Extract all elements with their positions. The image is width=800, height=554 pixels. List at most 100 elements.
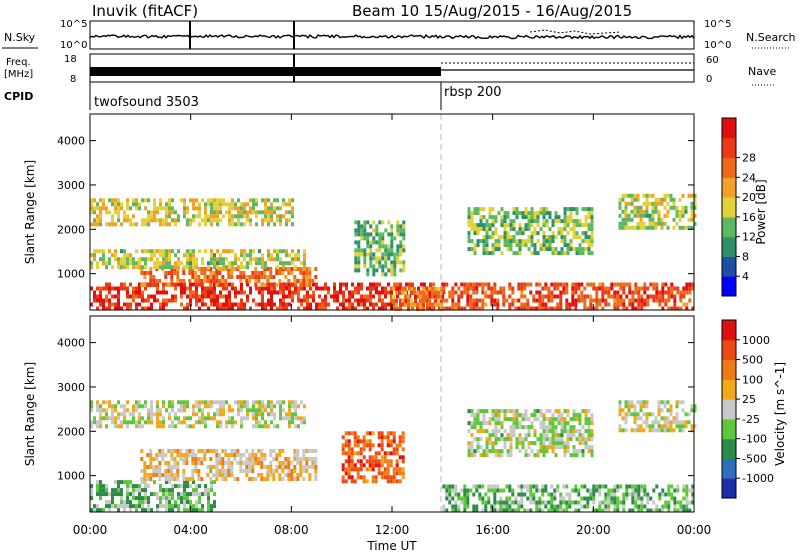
echo-cell: [204, 416, 207, 421]
echo-cell: [240, 424, 243, 429]
echo-cell: [566, 433, 570, 438]
echo-cell: [681, 225, 685, 230]
echo-cell: [159, 504, 162, 509]
echo-cell: [213, 298, 216, 303]
echo-cell: [545, 449, 549, 454]
echo-cell: [132, 290, 135, 295]
echo-cell: [189, 222, 192, 227]
echo-cell: [245, 465, 249, 469]
echo-cell: [529, 496, 533, 501]
echo-cell: [195, 500, 198, 505]
echo-cell: [547, 294, 551, 299]
echo-cell: [485, 243, 489, 248]
echo-cell: [291, 257, 294, 262]
echo-cell: [138, 282, 141, 287]
echo-cell: [126, 408, 129, 413]
echo-cell: [210, 504, 213, 509]
echo-cell: [279, 218, 282, 223]
echo-cell: [192, 249, 195, 254]
echo-cell: [590, 239, 594, 244]
echo-cell: [204, 420, 207, 425]
echo-cell: [550, 298, 554, 303]
echo-cell: [297, 404, 300, 409]
echo-cell: [96, 218, 99, 223]
echo-cell: [363, 260, 367, 265]
echo-cell: [663, 404, 667, 409]
echo-cell: [584, 247, 588, 252]
echo-cell: [206, 279, 210, 283]
echo-cell: [681, 209, 685, 214]
colorbar-tick-label: 20: [742, 191, 756, 204]
echo-cell: [691, 484, 695, 489]
echo-cell: [108, 492, 111, 497]
echo-cell: [523, 286, 527, 291]
echo-cell: [369, 264, 373, 269]
echo-cell: [553, 488, 557, 493]
echo-cell: [90, 488, 93, 493]
echo-cell: [679, 504, 683, 509]
echo-cell: [460, 294, 464, 299]
echo-cell: [520, 286, 524, 291]
echo-cell: [681, 408, 685, 413]
echo-cell: [524, 409, 528, 414]
echo-cell: [197, 275, 201, 279]
echo-cell: [246, 400, 249, 405]
echo-cell: [216, 206, 219, 211]
echo-cell: [589, 492, 593, 497]
echo-cell: [183, 206, 186, 211]
echo-cell: [353, 435, 357, 440]
echo-cell: [171, 218, 174, 223]
echo-cell: [679, 298, 683, 303]
echo-cell: [580, 282, 584, 287]
echo-cell: [530, 413, 534, 418]
echo-cell: [143, 283, 147, 287]
echo-cell: [176, 275, 180, 279]
echo-cell: [463, 484, 467, 489]
echo-cell: [639, 205, 643, 210]
echo-cell: [327, 302, 330, 307]
echo-cell: [162, 496, 165, 501]
echo-cell: [105, 306, 108, 311]
echo-cell: [252, 400, 255, 405]
echo-cell: [590, 413, 594, 418]
echo-cell: [679, 306, 683, 311]
echo-cell: [553, 496, 557, 501]
echo-cell: [138, 492, 141, 497]
echo-cell: [200, 271, 204, 275]
echo-cell: [198, 416, 201, 421]
echo-cell: [261, 302, 264, 307]
echo-cell: [231, 408, 234, 413]
echo-cell: [366, 220, 370, 225]
echo-cell: [170, 275, 174, 279]
echo-cell: [120, 412, 123, 417]
echo-cell: [291, 416, 294, 421]
echo-cell: [675, 404, 679, 409]
echo-cell: [389, 451, 393, 456]
echo-cell: [207, 504, 210, 509]
echo-cell: [640, 500, 644, 505]
x-tick-label: 16:00: [475, 523, 510, 537]
echo-cell: [369, 290, 372, 295]
echo-cell: [392, 294, 395, 299]
echo-cell: [270, 302, 273, 307]
echo-cell: [369, 232, 373, 237]
echo-cell: [152, 275, 156, 279]
echo-cell: [222, 286, 225, 291]
echo-cell: [240, 400, 243, 405]
echo-cell: [261, 400, 264, 405]
echo-cell: [312, 282, 315, 287]
echo-cell: [213, 500, 216, 505]
echo-cell: [490, 294, 494, 299]
echo-cell: [542, 413, 546, 418]
echo-cell: [473, 247, 477, 252]
echo-cell: [509, 449, 513, 454]
echo-cell: [645, 420, 649, 425]
echo-cell: [291, 214, 294, 219]
echo-cell: [463, 504, 467, 509]
echo-cell: [396, 282, 399, 287]
echo-cell: [457, 504, 461, 509]
echo-cell: [135, 306, 138, 311]
echo-cell: [146, 453, 150, 457]
echo-cell: [117, 210, 120, 215]
echo-cell: [308, 465, 312, 469]
